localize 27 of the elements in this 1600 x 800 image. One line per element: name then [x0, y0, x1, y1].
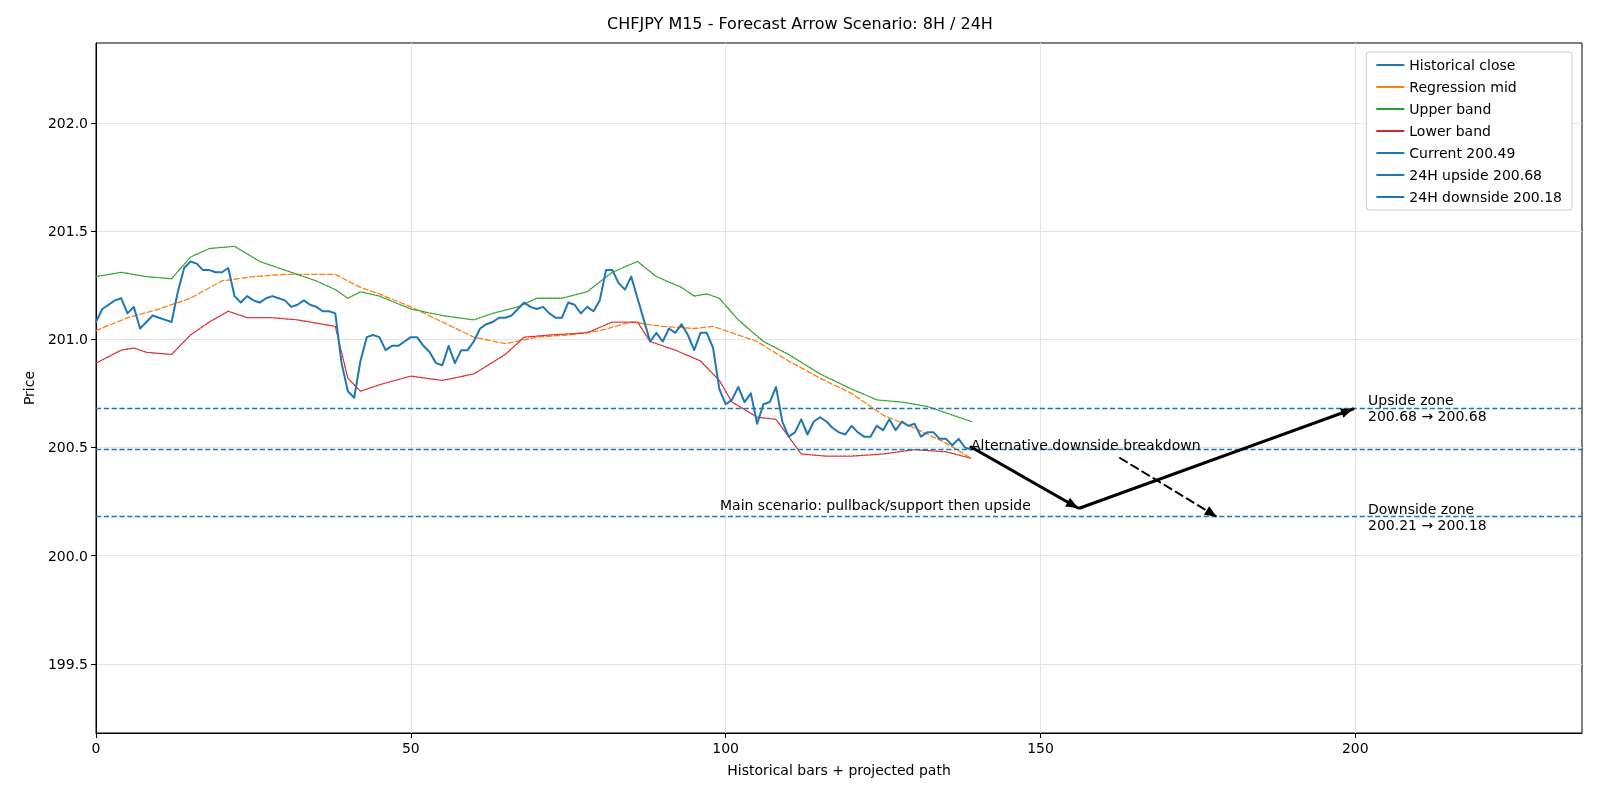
x-tick-label: 50 [401, 740, 420, 756]
annotation: Upside zone 200.68 → 200.68 [1368, 392, 1487, 424]
legend-label: Current 200.49 [1409, 145, 1516, 161]
x-tick-label: 150 [1027, 740, 1054, 756]
legend-label: 24H upside 200.68 [1409, 167, 1542, 183]
x-tick-label: 100 [712, 740, 740, 756]
line-series [95, 245, 972, 423]
annotation: Main scenario: pullback/support then upside [720, 497, 1031, 513]
legend-label: 24H downside 200.18 [1409, 189, 1562, 205]
y-tick-label: 200.5 [47, 439, 88, 456]
y-tick-label: 201.0 [47, 331, 88, 348]
line-series [95, 310, 972, 459]
y-tick-label: 199.5 [47, 655, 88, 672]
x-tick-label: 0 [91, 740, 101, 756]
annotation: Downside zone 200.21 → 200.18 [1368, 501, 1487, 533]
annotation: Alternative downside breakdown [971, 437, 1201, 453]
y-axis-title: Price [21, 370, 37, 406]
y-tick-label: 201.5 [47, 223, 88, 240]
y-tick-label: 202.0 [47, 115, 88, 132]
legend-label: Lower band [1409, 123, 1491, 139]
legend-label: Historical close [1409, 57, 1516, 73]
legend-label: Regression mid [1409, 79, 1517, 95]
x-axis-title: Historical bars + projected path [727, 762, 951, 778]
legend-label: Upper band [1409, 101, 1492, 117]
y-tick-label: 200.0 [47, 547, 88, 564]
x-tick-label: 200 [1341, 740, 1369, 756]
chart-title: CHFJPY M15 - Forecast Arrow Scenario: 8H / 24H [607, 13, 993, 33]
